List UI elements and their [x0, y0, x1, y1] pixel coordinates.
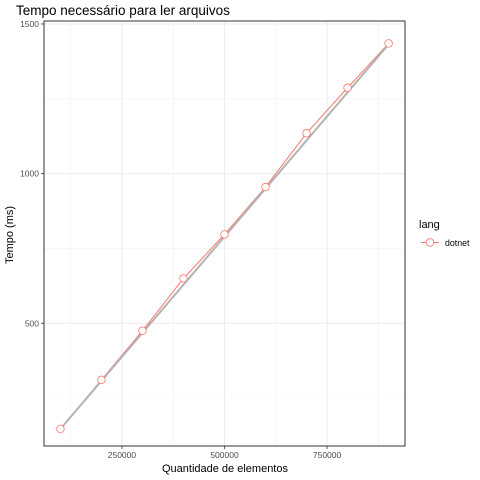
data-point — [179, 274, 188, 283]
legend-title: lang — [419, 219, 440, 231]
plot-panel — [43, 20, 406, 447]
legend-key-point — [425, 238, 435, 247]
data-point — [384, 39, 393, 48]
x-tick-label: 250000 — [108, 450, 137, 460]
x-axis: 250000 500000 750000 — [108, 446, 342, 460]
data-point — [138, 326, 147, 335]
data-point — [302, 129, 311, 138]
data-point — [220, 230, 229, 239]
chart-title: Tempo necessário para ler arquivos — [16, 3, 230, 18]
legend-key-dotnet — [421, 238, 439, 247]
data-point — [343, 83, 352, 92]
legend-label-dotnet: dotnet — [445, 238, 470, 248]
y-tick-label: 1500 — [20, 19, 39, 29]
y-tick-label: 500 — [25, 318, 39, 328]
x-axis-title: Quantidade de elementos — [162, 463, 288, 475]
data-point — [97, 375, 106, 385]
data-point — [261, 182, 270, 192]
x-tick-label: 500000 — [210, 450, 239, 460]
y-tick-label: 1000 — [20, 169, 39, 179]
legend: lang dotnet — [419, 219, 470, 248]
data-point — [56, 424, 65, 434]
y-axis: 500 1000 1500 — [20, 19, 44, 328]
x-tick-label: 750000 — [313, 450, 342, 460]
y-axis-title: Tempo (ms) — [4, 206, 16, 264]
